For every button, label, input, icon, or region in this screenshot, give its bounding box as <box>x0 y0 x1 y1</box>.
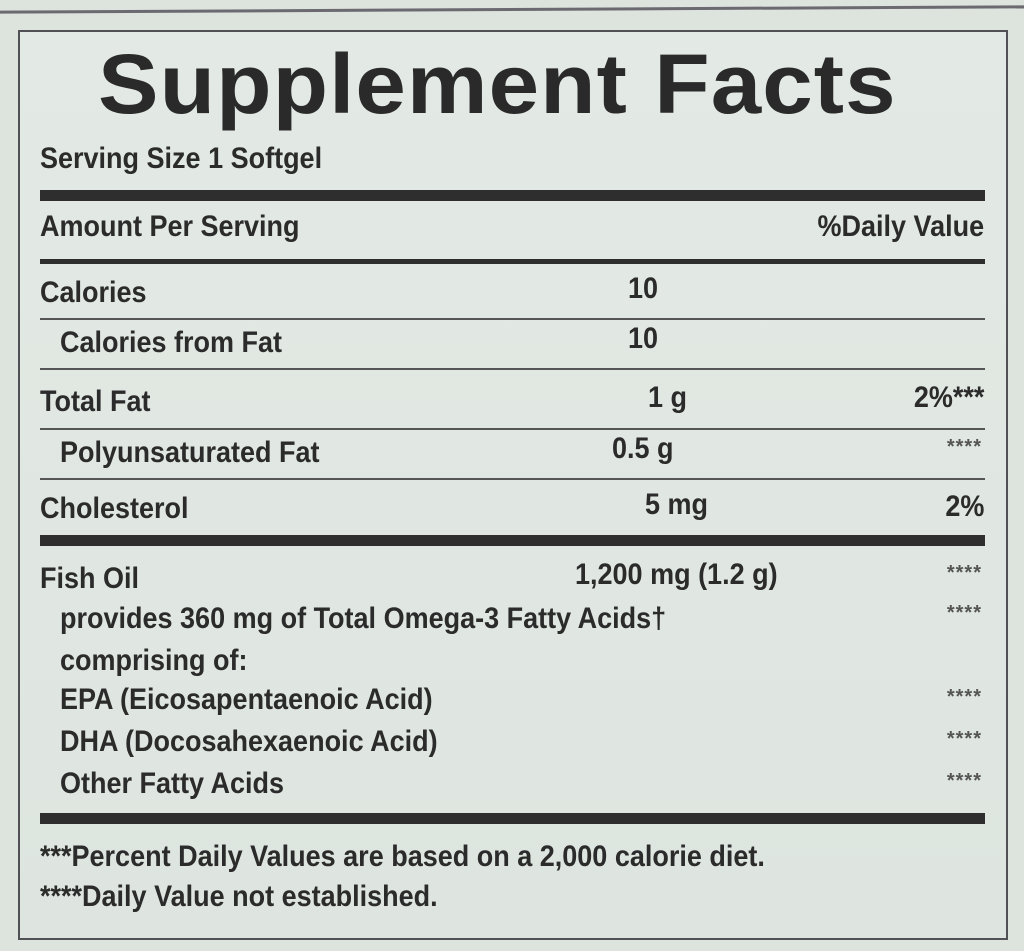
comprising-text: comprising of: <box>60 644 248 677</box>
row-amount: 1 g <box>648 381 688 414</box>
amount-per-serving-header: Amount Per Serving <box>40 210 300 243</box>
thick-divider <box>40 535 985 546</box>
row-dv: **** <box>946 436 982 458</box>
row-divider <box>40 428 985 430</box>
fish-oil-dv: **** <box>946 562 982 584</box>
row-name: Calories <box>40 276 147 309</box>
supplement-facts-panel <box>18 30 1008 940</box>
fish-oil-amount: 1,200 mg (1.2 g) <box>575 558 778 591</box>
component-dv: **** <box>946 728 982 750</box>
row-name: Cholesterol <box>40 492 189 525</box>
row-amount: 10 <box>628 322 659 355</box>
footnote: ****Daily Value not established. <box>40 880 438 913</box>
row-dv: 2% <box>944 490 984 523</box>
row-dv: 2%*** <box>913 381 984 414</box>
serving-size: Serving Size 1 Softgel <box>40 142 323 175</box>
row-divider <box>40 368 985 370</box>
component-dv: **** <box>946 686 982 708</box>
row-amount: 5 mg <box>645 488 709 521</box>
row-name: Polyunsaturated Fat <box>60 436 320 469</box>
component-name: EPA (Eicosapentaenoic Acid) <box>60 683 433 716</box>
component-dv: **** <box>946 770 982 792</box>
omega-3-text: provides 360 mg of Total Omega-3 Fatty A… <box>60 602 667 635</box>
medium-divider <box>40 259 985 264</box>
daily-value-header: %Daily Value <box>817 210 984 243</box>
label-edge-line <box>0 5 1024 14</box>
row-name: Calories from Fat <box>60 326 283 359</box>
row-divider <box>40 318 985 320</box>
panel-title: Supplement Facts <box>98 37 897 131</box>
row-name: Total Fat <box>40 385 151 418</box>
row-amount: 0.5 g <box>612 432 674 465</box>
fish-oil-name: Fish Oil <box>40 562 140 595</box>
footnote: ***Percent Daily Values are based on a 2… <box>40 840 765 873</box>
thick-divider <box>40 813 985 824</box>
component-name: Other Fatty Acids <box>60 767 285 800</box>
component-name: DHA (Docosahexaenoic Acid) <box>60 725 438 758</box>
omega-3-dv: **** <box>946 602 982 624</box>
row-amount: 10 <box>628 272 659 305</box>
row-divider <box>40 478 985 480</box>
thick-divider <box>40 190 985 201</box>
